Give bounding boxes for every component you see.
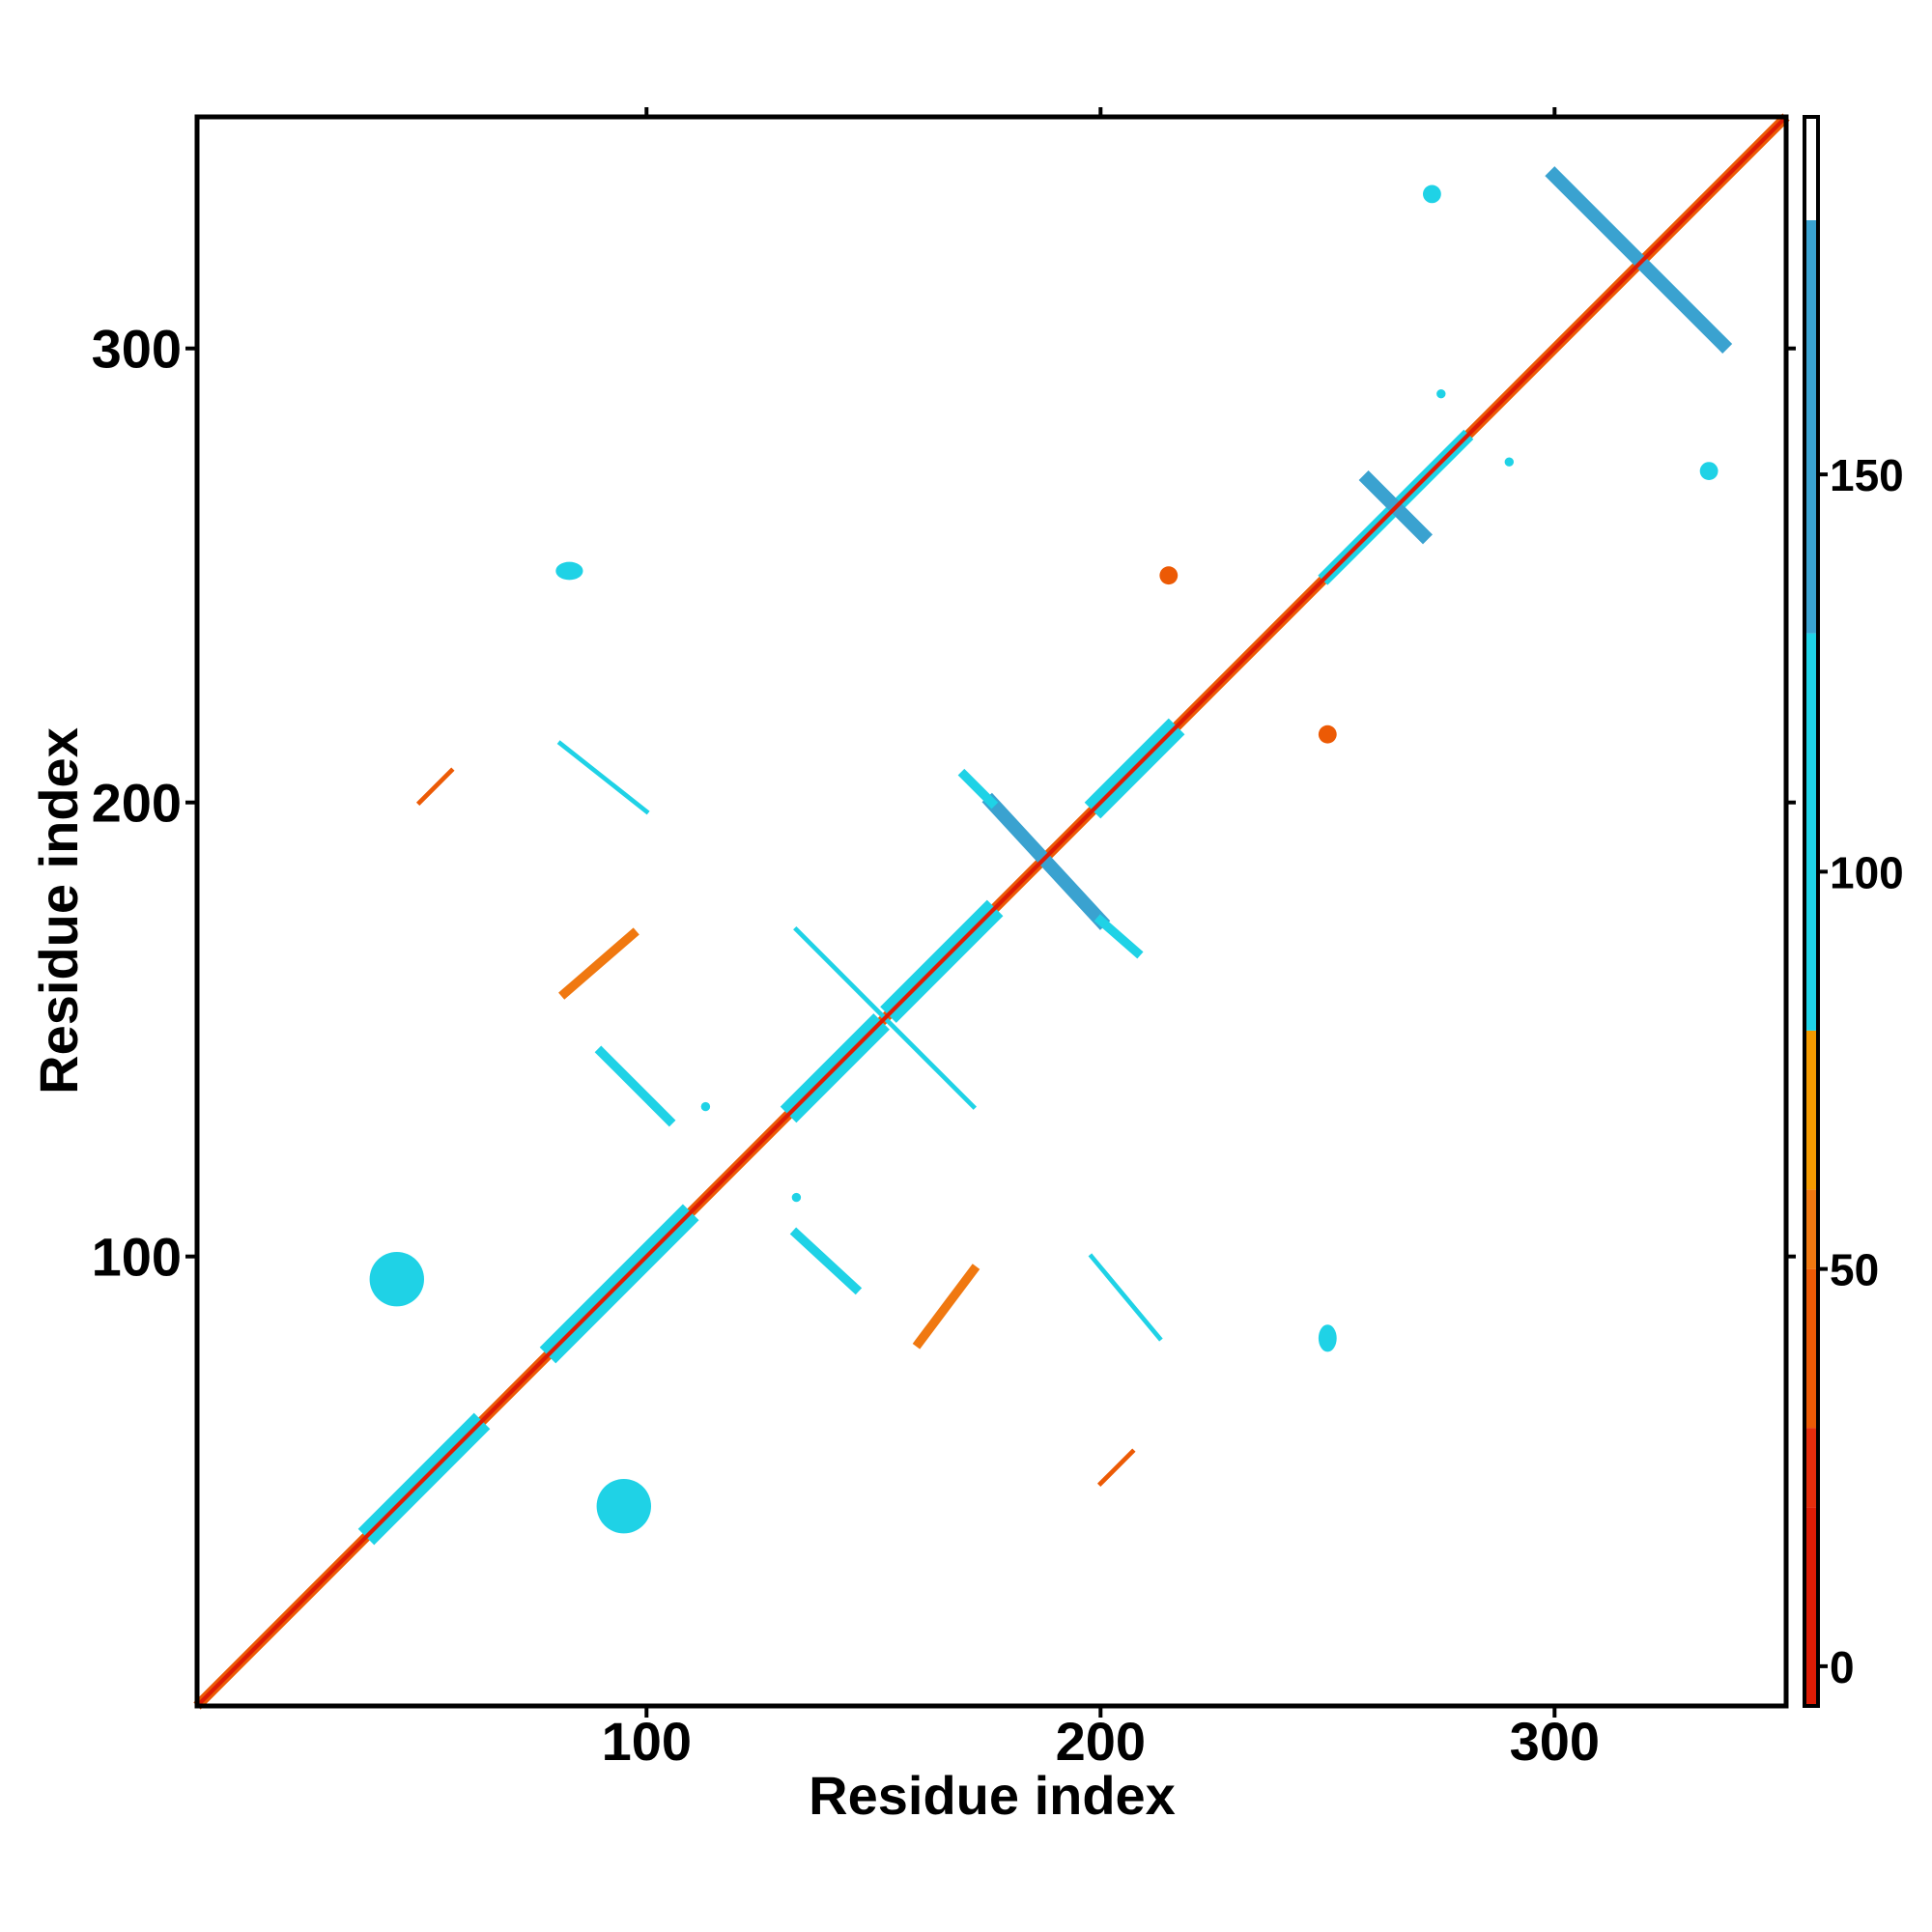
x-axis-title: Residue index — [809, 1765, 1176, 1826]
colorbar-band — [1804, 1268, 1818, 1429]
contact-segment — [1096, 1448, 1136, 1488]
y-axis-ticks: 100 200 300 — [92, 319, 1796, 1288]
contact-cluster — [1159, 566, 1179, 585]
contact-cluster — [700, 1101, 711, 1112]
contact-cluster — [369, 1252, 424, 1307]
contact-segment — [558, 927, 639, 1000]
contact-cluster — [1423, 185, 1441, 204]
contact-cluster — [1699, 462, 1719, 480]
colorbar-tick-label: 50 — [1830, 1245, 1879, 1295]
contact-cluster — [1318, 724, 1337, 744]
x-axis-ticks: 100 200 300 — [602, 107, 1600, 1772]
x-tick-label: 100 — [602, 1711, 692, 1772]
contact-cluster — [791, 1192, 802, 1203]
contact-segment — [556, 740, 650, 815]
y-axis-title: Residue index — [28, 727, 89, 1094]
contact-segment — [1094, 914, 1144, 959]
diagonal-core — [195, 115, 1788, 1708]
contact-segment — [1088, 1253, 1163, 1342]
y-tick-label: 200 — [92, 773, 182, 834]
x-tick-label: 300 — [1510, 1711, 1600, 1772]
contact-segment — [1545, 166, 1733, 354]
x-tick-label: 200 — [1056, 1711, 1146, 1772]
contact-cluster — [596, 1479, 651, 1534]
colorbar-tick-label: 150 — [1830, 450, 1904, 500]
colorbar-band — [1804, 1428, 1818, 1508]
y-tick-label: 100 — [92, 1227, 182, 1288]
colorbar-tick-label: 0 — [1830, 1642, 1855, 1692]
colorbar-band — [1804, 1507, 1818, 1706]
heatmap-cells — [193, 113, 1790, 1710]
contact-segment — [415, 767, 455, 807]
colorbar-band — [1804, 1189, 1818, 1269]
contact-cluster — [1318, 1324, 1337, 1352]
contact-segment — [594, 1045, 676, 1127]
plot-frame — [194, 114, 1789, 1709]
y-tick-label: 300 — [92, 319, 182, 380]
colorbar-band — [1804, 117, 1818, 220]
colorbar-band — [1804, 219, 1818, 634]
contact-segment — [912, 1264, 980, 1350]
contact-cluster — [1436, 389, 1446, 399]
contact-cluster — [1504, 457, 1515, 467]
colorbar: 0 50 100 150 — [1803, 115, 1904, 1708]
colorbar-frame — [1803, 115, 1820, 1708]
colorbar-band — [1804, 1030, 1818, 1190]
contact-segment — [957, 768, 999, 810]
colorbar-band — [1804, 633, 1818, 1031]
contact-cluster — [555, 561, 583, 581]
colorbar-tick-label: 100 — [1830, 847, 1904, 897]
contact-segment — [981, 792, 1111, 930]
contact-segment — [789, 1227, 863, 1295]
